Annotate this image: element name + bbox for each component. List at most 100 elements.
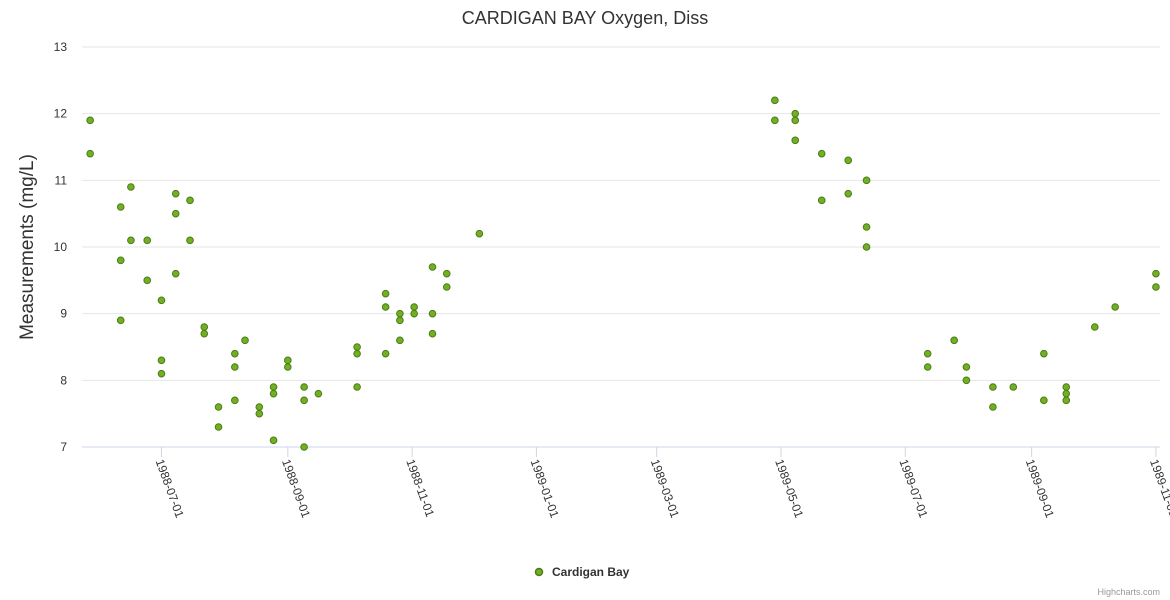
data-point[interactable] <box>255 403 264 411</box>
y-axis-title: Measurements (mg/L) <box>17 154 38 340</box>
y-gridlines <box>82 46 1160 381</box>
y-tick-label: 12 <box>54 107 68 121</box>
data-point[interactable] <box>284 356 292 365</box>
x-tick-label: 1989-03-01 <box>648 457 682 520</box>
data-point[interactable] <box>771 116 779 125</box>
data-point[interactable] <box>127 183 135 191</box>
data-point[interactable] <box>231 363 239 371</box>
data-point[interactable] <box>396 316 404 325</box>
credits-link[interactable]: Highcharts.com <box>1097 587 1160 597</box>
data-point[interactable] <box>300 383 308 391</box>
data-point[interactable] <box>143 236 152 245</box>
data-point[interactable] <box>1062 389 1071 398</box>
data-point[interactable] <box>410 303 418 311</box>
legend-item-cardigan-bay[interactable]: Cardigan Bay <box>552 565 630 579</box>
data-point[interactable] <box>284 363 292 371</box>
data-point[interactable] <box>396 336 404 345</box>
data-point[interactable] <box>428 309 437 318</box>
data-point[interactable] <box>300 443 308 451</box>
data-point[interactable] <box>116 203 125 211</box>
data-point[interactable] <box>255 409 264 418</box>
data-point[interactable] <box>989 383 997 391</box>
data-point[interactable] <box>269 383 278 391</box>
x-tick-label: 1989-07-01 <box>896 457 930 520</box>
data-point[interactable] <box>381 349 390 358</box>
data-point[interactable] <box>817 196 826 205</box>
data-point[interactable] <box>157 369 166 378</box>
data-point[interactable] <box>1040 396 1048 405</box>
data-point[interactable] <box>116 316 125 325</box>
data-point[interactable] <box>1152 269 1160 278</box>
y-axis-tick-labels: 7 8 9 10 11 12 13 <box>54 40 68 454</box>
data-point[interactable] <box>241 336 249 345</box>
data-point[interactable] <box>862 243 871 251</box>
data-point[interactable] <box>844 156 853 165</box>
data-point[interactable] <box>923 349 932 358</box>
data-point[interactable] <box>923 363 932 371</box>
data-point[interactable] <box>353 343 361 351</box>
y-tick-label: 10 <box>54 240 68 254</box>
data-point[interactable] <box>442 269 451 278</box>
data-point[interactable] <box>186 196 194 205</box>
data-point[interactable] <box>381 289 390 298</box>
data-point[interactable] <box>157 356 166 365</box>
data-point[interactable] <box>116 256 125 265</box>
data-point[interactable] <box>428 329 437 338</box>
data-point[interactable] <box>844 189 853 198</box>
data-point[interactable] <box>396 309 404 318</box>
data-point[interactable] <box>86 149 94 158</box>
data-point[interactable] <box>171 209 180 218</box>
data-point[interactable] <box>791 109 800 118</box>
data-point[interactable] <box>214 403 223 411</box>
data-point[interactable] <box>231 396 239 405</box>
data-point[interactable] <box>1062 383 1071 391</box>
data-point[interactable] <box>962 363 971 371</box>
data-point[interactable] <box>300 396 308 405</box>
data-point[interactable] <box>127 236 135 245</box>
data-point[interactable] <box>314 389 323 398</box>
data-point[interactable] <box>171 269 180 278</box>
data-point[interactable] <box>1040 349 1048 358</box>
data-point[interactable] <box>791 136 800 145</box>
data-point[interactable] <box>1111 303 1119 311</box>
data-point[interactable] <box>442 283 451 291</box>
data-point[interactable] <box>428 263 437 271</box>
y-tick-label: 13 <box>54 40 68 54</box>
chart-title: CARDIGAN BAY Oxygen, Diss <box>462 8 708 28</box>
data-point[interactable] <box>353 383 361 391</box>
data-point[interactable] <box>410 309 418 318</box>
data-point[interactable] <box>157 296 166 305</box>
data-point[interactable] <box>200 323 209 331</box>
data-point[interactable] <box>86 116 94 125</box>
data-point[interactable] <box>269 389 278 398</box>
data-point[interactable] <box>475 229 484 238</box>
data-point[interactable] <box>962 376 971 385</box>
data-point[interactable] <box>862 176 871 185</box>
data-point[interactable] <box>771 96 779 105</box>
series-cardigan-bay[interactable] <box>86 96 1160 451</box>
data-point[interactable] <box>1062 396 1071 405</box>
x-tick-label: 1988-09-01 <box>279 457 313 520</box>
legend-marker[interactable] <box>534 567 544 577</box>
data-point[interactable] <box>353 349 361 358</box>
data-point[interactable] <box>214 423 223 431</box>
x-tick-label: 1988-11-01 <box>403 457 437 519</box>
data-point[interactable] <box>381 303 390 311</box>
data-point[interactable] <box>862 223 871 231</box>
data-point[interactable] <box>143 276 152 285</box>
y-tick-label: 9 <box>60 307 67 321</box>
data-point[interactable] <box>1009 383 1018 391</box>
data-point[interactable] <box>231 349 239 358</box>
data-point[interactable] <box>950 336 958 345</box>
data-point[interactable] <box>200 329 209 338</box>
data-point[interactable] <box>1152 283 1160 291</box>
data-point[interactable] <box>989 403 997 411</box>
x-tick-label: 1989-05-01 <box>772 457 806 520</box>
legend[interactable]: Cardigan Bay <box>534 565 630 579</box>
data-point[interactable] <box>171 189 180 198</box>
data-point[interactable] <box>817 149 826 158</box>
data-point[interactable] <box>269 436 278 445</box>
data-point[interactable] <box>1090 323 1099 331</box>
data-point[interactable] <box>186 236 194 245</box>
data-point[interactable] <box>791 116 800 125</box>
